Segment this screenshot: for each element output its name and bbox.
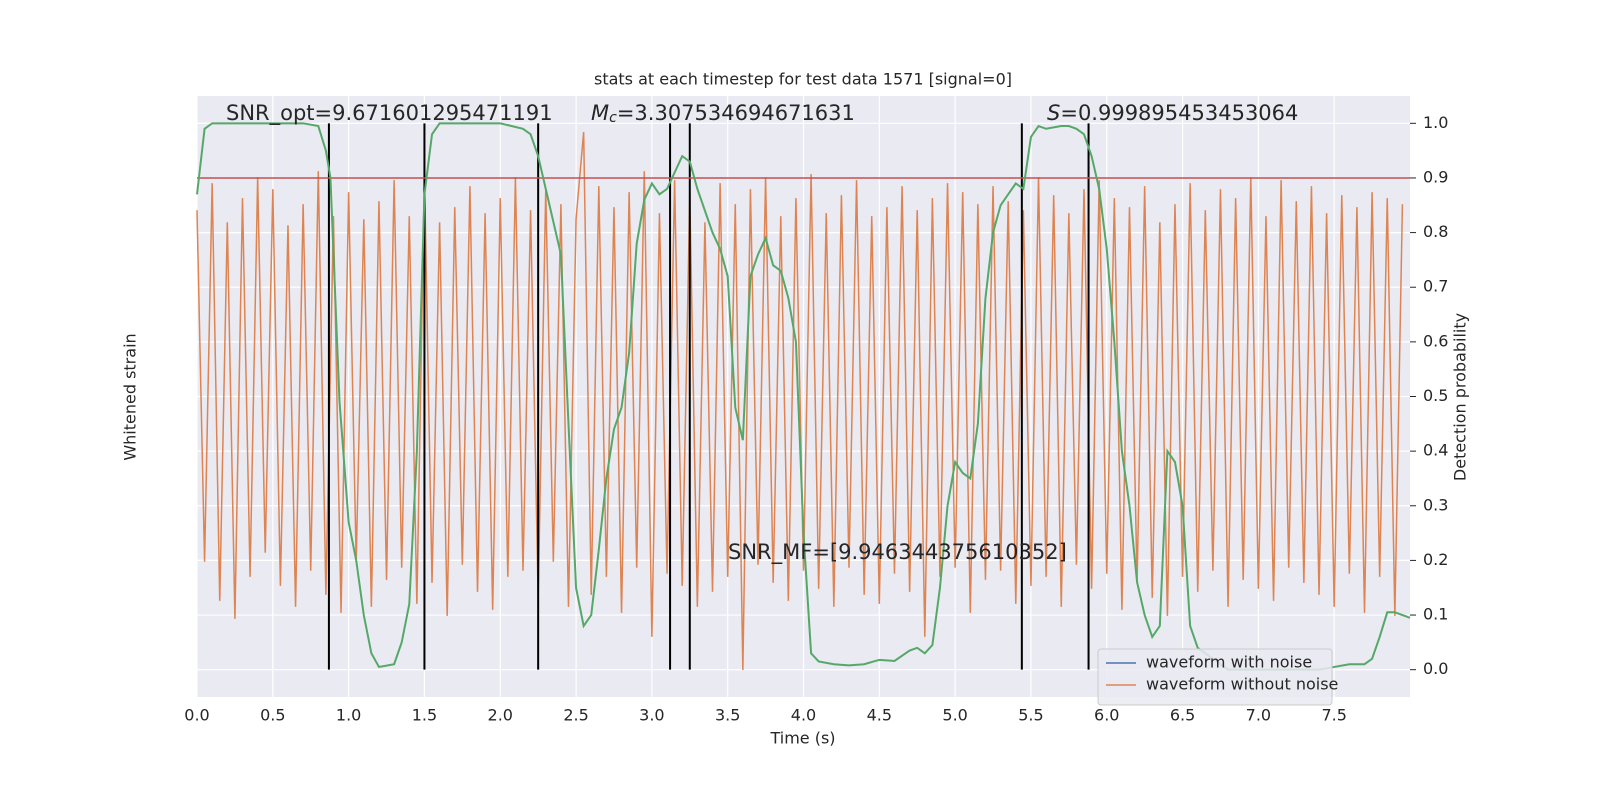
x-tick-label: 4.5 [867,706,892,725]
annotation-symbol: M [591,101,609,125]
y2-tick-label: 0.6 [1423,331,1448,350]
annotation: S=0.999895453453064 [1047,101,1298,125]
y2-axis-label: Detection probability [1451,313,1470,481]
y-axis-label: Whitened strain [121,333,140,460]
x-tick-label: 1.5 [412,706,437,725]
y2-tick-label: 0.7 [1423,277,1448,296]
y2-tick-label: 1.0 [1423,113,1448,132]
x-tick-label: 5.5 [1018,706,1043,725]
x-tick-label: 7.0 [1246,706,1271,725]
y2-tick-label: 0.2 [1423,550,1448,569]
chart-title: stats at each timestep for test data 157… [594,70,1012,89]
y2-tick-label: 0.1 [1423,605,1448,624]
annotation: SNR_MF=[9.946344375610352] [728,540,1067,565]
x-tick-label: 4.0 [791,706,816,725]
x-tick-label: 0.0 [184,706,209,725]
legend-label: waveform without noise [1146,675,1338,694]
x-tick-label: 6.5 [1170,706,1195,725]
annotation: SNR_opt=9.671601295471191 [226,101,553,126]
legend-box [1097,648,1333,706]
annotation-text: =3.307534694671631 [617,101,855,125]
x-tick-label: 7.5 [1321,706,1346,725]
y2-tick-label: 0.3 [1423,495,1448,514]
x-tick-label: 2.0 [488,706,513,725]
x-tick-label: 6.0 [1094,706,1119,725]
series-line [196,131,1404,670]
legend: waveform with noise waveform without nois… [1097,648,1338,706]
y2-tick-label: 0.0 [1423,659,1448,678]
x-tick-label: 5.0 [942,706,967,725]
series-line [196,122,1411,671]
x-tick-label: 2.5 [563,706,588,725]
annotation-subscript: c [609,110,617,126]
x-tick-label: 3.5 [715,706,740,725]
legend-label: waveform with noise [1146,653,1312,672]
y2-tick-label: 0.8 [1423,222,1448,241]
y2-tick-label: 0.4 [1423,441,1448,460]
y2-tick-label: 0.9 [1423,167,1448,186]
x-tick-label: 0.5 [260,706,285,725]
annotation-text: =0.999895453453064 [1060,101,1298,125]
marks [196,122,1411,671]
x-tick-label: 1.0 [336,706,361,725]
annotation: Mc=3.307534694671631 [591,101,855,126]
x-tick-label: 3.0 [639,706,664,725]
x-axis-label: Time (s) [769,729,835,748]
annotation-symbol: S [1047,101,1060,125]
y2-tick-label: 0.5 [1423,386,1448,405]
